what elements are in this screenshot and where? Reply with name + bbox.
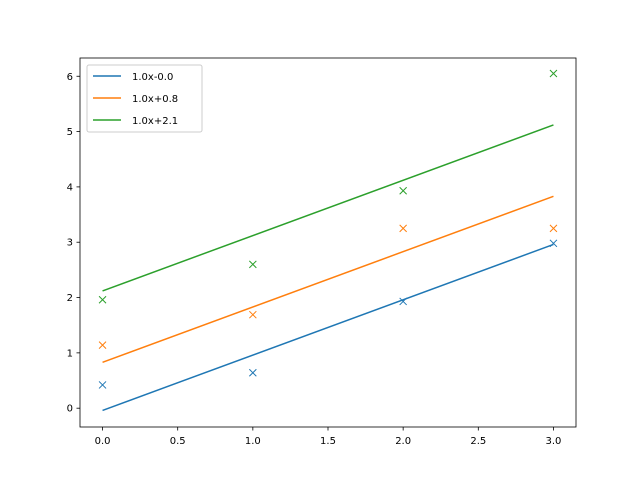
legend-label: 1.0x+2.1 bbox=[132, 116, 178, 127]
y-tick-label: 0 bbox=[67, 404, 73, 415]
x-tick-label: 0.0 bbox=[95, 436, 111, 447]
y-tick-label: 2 bbox=[67, 293, 73, 304]
x-tick-label: 2.5 bbox=[470, 436, 486, 447]
data-point-marker bbox=[399, 297, 408, 306]
x-tick-label: 1.0 bbox=[245, 436, 261, 447]
data-point-marker bbox=[98, 341, 107, 349]
data-point-marker bbox=[399, 186, 408, 195]
data-point-marker bbox=[98, 295, 107, 304]
data-point-marker bbox=[399, 224, 408, 233]
legend-label: 1.0x+0.8 bbox=[132, 94, 178, 105]
fit-line-1 bbox=[102, 195, 554, 363]
y-tick-label: 5 bbox=[67, 127, 73, 138]
legend-box bbox=[86, 64, 203, 133]
fit-line-2 bbox=[102, 124, 554, 292]
data-point-marker bbox=[248, 260, 257, 269]
data-point-marker bbox=[549, 239, 558, 248]
data-point-marker bbox=[248, 310, 257, 319]
legend: 1.0x-0.0 1.0x+0.8 1.0x+2.1 bbox=[86, 64, 203, 133]
x-tick-label: 1.5 bbox=[320, 436, 336, 447]
x-tick-label: 0.5 bbox=[170, 436, 186, 447]
data-point-marker bbox=[98, 381, 107, 389]
y-tick-label: 6 bbox=[67, 72, 73, 83]
y-tick-label: 1 bbox=[67, 348, 73, 359]
data-point-marker bbox=[248, 368, 257, 377]
data-point-marker bbox=[549, 69, 558, 78]
y-tick-label: 3 bbox=[67, 238, 73, 249]
fit-line-0 bbox=[102, 243, 554, 412]
x-tick-label: 3.0 bbox=[546, 436, 562, 447]
y-tick-label: 4 bbox=[67, 182, 73, 193]
x-tick-label: 2.0 bbox=[395, 436, 411, 447]
legend-label: 1.0x-0.0 bbox=[132, 72, 173, 83]
data-point-marker bbox=[549, 224, 558, 233]
